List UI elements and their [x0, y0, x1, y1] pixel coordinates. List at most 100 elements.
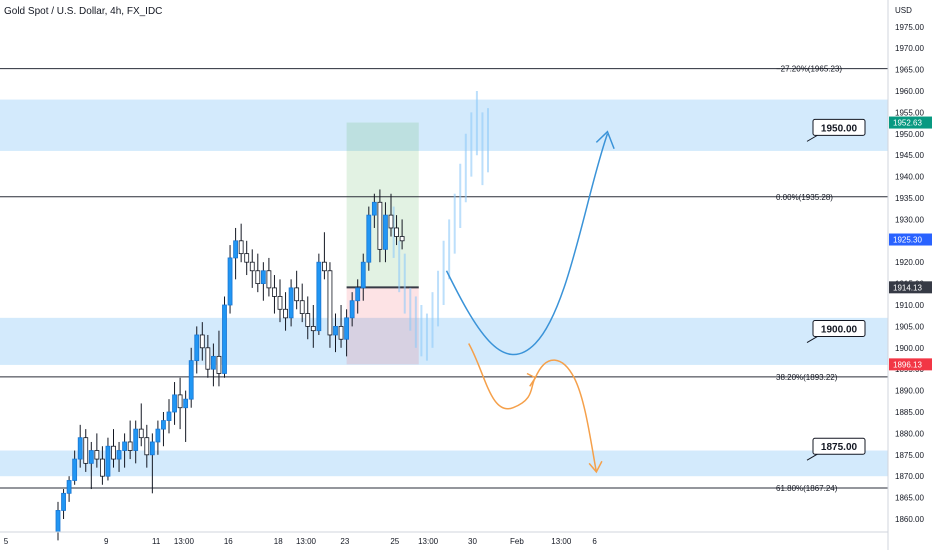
candle[interactable]	[399, 219, 405, 250]
candle-body	[105, 445, 111, 477]
candle[interactable]	[238, 223, 244, 263]
candle-body	[327, 270, 333, 336]
candle-body	[144, 437, 150, 456]
price-axis-tick: 1900.00	[895, 344, 924, 353]
candle[interactable]	[172, 382, 177, 425]
candle[interactable]	[194, 326, 200, 374]
candle[interactable]	[355, 279, 361, 314]
candle[interactable]	[111, 429, 116, 468]
time-axis-label: 6	[592, 537, 597, 546]
candle[interactable]	[105, 437, 111, 481]
zone-callout-box[interactable]	[812, 118, 866, 136]
candle-body	[371, 201, 377, 216]
candle[interactable]	[222, 296, 227, 378]
candle[interactable]	[255, 253, 261, 293]
candle[interactable]	[338, 305, 344, 348]
candle[interactable]	[327, 262, 333, 348]
bull-projection-curve[interactable]	[445, 133, 609, 356]
candle[interactable]	[210, 343, 216, 387]
candle-body	[116, 450, 122, 460]
zone-callout-box[interactable]	[812, 437, 866, 455]
candle[interactable]	[149, 433, 155, 494]
time-axis-label: 16	[224, 537, 233, 546]
candle[interactable]	[294, 270, 300, 310]
candle[interactable]	[122, 433, 127, 468]
candle[interactable]	[233, 227, 239, 280]
candle[interactable]	[316, 253, 322, 335]
candle-body	[94, 450, 100, 460]
candle[interactable]	[177, 377, 183, 430]
candle[interactable]	[272, 275, 277, 314]
bear-projection-curve-1[interactable]	[468, 343, 536, 410]
candle[interactable]	[161, 412, 166, 447]
zone-callout-box[interactable]	[812, 320, 866, 338]
candle-body	[122, 441, 127, 451]
price-axis-currency: USD	[895, 6, 912, 15]
price-badge[interactable]	[889, 358, 932, 371]
candle[interactable]	[166, 399, 172, 434]
price-axis-tick: 1890.00	[895, 387, 924, 396]
candle-body	[66, 480, 72, 494]
candle[interactable]	[144, 424, 150, 468]
candle[interactable]	[72, 450, 78, 485]
candle[interactable]	[349, 292, 355, 327]
candle-body	[227, 257, 233, 306]
candle[interactable]	[266, 257, 272, 297]
candle[interactable]	[205, 334, 211, 378]
candle[interactable]	[244, 240, 250, 276]
candle[interactable]	[133, 420, 139, 464]
candle[interactable]	[383, 202, 388, 263]
candle[interactable]	[321, 232, 327, 280]
candle[interactable]	[227, 245, 233, 314]
candle[interactable]	[61, 489, 66, 519]
price-axis-tick: 1935.00	[895, 194, 924, 203]
price-badge[interactable]	[889, 116, 932, 129]
candle[interactable]	[344, 309, 350, 357]
candle[interactable]	[183, 390, 189, 442]
candle[interactable]	[333, 313, 338, 353]
candle[interactable]	[299, 283, 305, 323]
candle[interactable]	[305, 296, 311, 340]
candle-body	[360, 261, 366, 289]
candle-body	[177, 394, 183, 409]
position-profit-area[interactable]	[346, 122, 419, 288]
candle-body	[394, 227, 399, 237]
candle[interactable]	[88, 441, 94, 490]
zone-box[interactable]	[0, 317, 888, 365]
candle[interactable]	[66, 476, 72, 502]
candle[interactable]	[116, 441, 122, 472]
candle[interactable]	[188, 347, 194, 408]
candle[interactable]	[388, 193, 394, 237]
candle[interactable]	[260, 262, 266, 301]
candle[interactable]	[77, 424, 83, 468]
symbol-title[interactable]: Gold Spot / U.S. Dollar, 4h, FX_IDC	[4, 6, 163, 17]
candle[interactable]	[155, 420, 161, 455]
candle[interactable]	[360, 253, 366, 301]
candle[interactable]	[288, 279, 294, 327]
candle-body	[283, 308, 288, 319]
candle[interactable]	[216, 330, 222, 387]
candle[interactable]	[100, 446, 105, 485]
price-badge[interactable]	[889, 281, 932, 294]
candle[interactable]	[394, 215, 399, 246]
candle[interactable]	[138, 403, 144, 447]
zone-box[interactable]	[0, 99, 888, 151]
candle[interactable]	[249, 249, 255, 288]
candle[interactable]	[83, 429, 89, 472]
bear-projection-curve-2[interactable]	[534, 359, 598, 473]
candle[interactable]	[199, 322, 205, 361]
price-badge[interactable]	[889, 233, 932, 246]
candle[interactable]	[310, 305, 316, 348]
candle[interactable]	[127, 420, 133, 460]
candle[interactable]	[371, 193, 377, 228]
fib-level-label: 61.80%(1867.24)	[776, 484, 838, 493]
candle[interactable]	[377, 189, 383, 263]
candle[interactable]	[277, 279, 283, 323]
candle[interactable]	[94, 433, 100, 468]
zone-box[interactable]	[0, 450, 888, 477]
candle[interactable]	[55, 501, 61, 541]
candle[interactable]	[366, 206, 372, 271]
candle[interactable]	[283, 292, 288, 331]
